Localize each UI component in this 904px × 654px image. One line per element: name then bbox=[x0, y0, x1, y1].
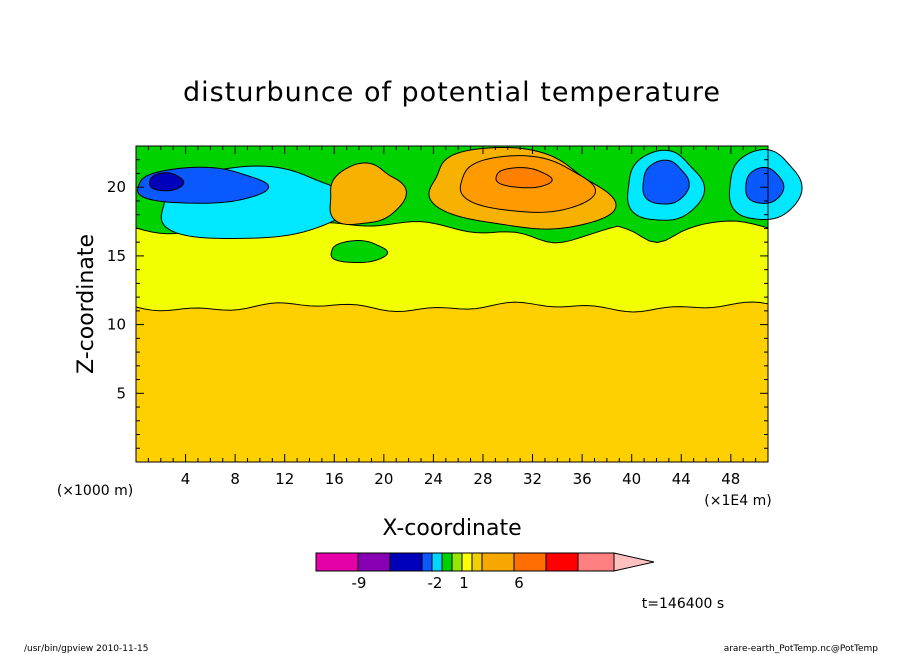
x-tick-label: 48 bbox=[721, 470, 740, 488]
colorbar-swatch bbox=[471, 552, 483, 572]
colorbar-swatch bbox=[577, 552, 615, 572]
colorbar-swatch bbox=[545, 552, 579, 572]
x-tick-label: 12 bbox=[275, 470, 294, 488]
colorbar-swatch bbox=[389, 552, 423, 572]
colorbar-label: -9 bbox=[352, 574, 367, 592]
colorbar-swatch bbox=[315, 552, 359, 572]
cold-anomaly-right-edge-core bbox=[745, 166, 785, 204]
y-axis-label: Z-coordinate bbox=[74, 234, 99, 374]
y-tick-label: 20 bbox=[107, 178, 126, 196]
colorbar-label: 6 bbox=[514, 574, 524, 592]
colorbar-swatch bbox=[357, 552, 391, 572]
colorbar-swatch bbox=[441, 552, 453, 572]
x-axis-label: X-coordinate bbox=[382, 516, 521, 541]
colorbar-label: 1 bbox=[459, 574, 469, 592]
colorbar-swatch bbox=[481, 552, 515, 572]
cold-anomaly-west-core bbox=[149, 172, 185, 192]
colorbar-swatch bbox=[461, 552, 473, 572]
colorbar-swatch bbox=[451, 552, 463, 572]
y-tick-label: 5 bbox=[116, 384, 126, 402]
x-tick-label: 44 bbox=[672, 470, 691, 488]
cold-anomaly-east-core bbox=[642, 159, 690, 205]
y-tick-label: 15 bbox=[107, 247, 126, 265]
colorbar-swatch bbox=[421, 552, 433, 572]
x-tick-label: 40 bbox=[622, 470, 641, 488]
plot-frame bbox=[135, 145, 769, 463]
y-tick-label: 10 bbox=[107, 316, 126, 334]
x-tick-label: 4 bbox=[181, 470, 191, 488]
x-tick-label: 8 bbox=[230, 470, 240, 488]
colorbar-swatch bbox=[513, 552, 547, 572]
x-tick-label: 20 bbox=[374, 470, 393, 488]
colorbar-swatch bbox=[431, 552, 443, 572]
x-unit-label-left: (×1000 m) bbox=[57, 483, 133, 499]
x-tick-label: 28 bbox=[473, 470, 492, 488]
x-tick-label: 16 bbox=[325, 470, 344, 488]
colorbar-label: -2 bbox=[428, 574, 443, 592]
x-tick-label: 36 bbox=[573, 470, 592, 488]
footer-right: arare-earth_PotTemp.nc@PotTemp bbox=[724, 644, 879, 654]
colorbar: -9 -2 1 6 bbox=[315, 552, 655, 592]
colorbar-arrow bbox=[613, 552, 655, 572]
green-pocket bbox=[330, 240, 389, 264]
chart-title: disturbunce of potential temperature bbox=[183, 77, 721, 108]
warm-anomaly-center-left bbox=[329, 162, 407, 226]
time-label: t=146400 s bbox=[642, 596, 724, 612]
warm-anomaly-center-core bbox=[495, 167, 553, 189]
x-unit-label-right: (×1E4 m) bbox=[704, 493, 771, 509]
x-tick-label: 32 bbox=[523, 470, 542, 488]
x-tick-label: 24 bbox=[424, 470, 443, 488]
footer-left: /usr/bin/gpview 2010-11-15 bbox=[24, 644, 148, 654]
